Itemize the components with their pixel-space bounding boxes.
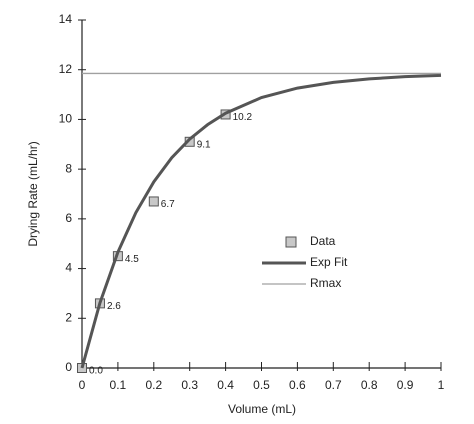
y-tick-label: 4 — [65, 261, 72, 275]
y-tick-label: 8 — [65, 161, 72, 175]
y-tick-label: 2 — [65, 310, 72, 324]
legend-label: Exp Fit — [310, 255, 348, 269]
data-label: 6.7 — [161, 199, 175, 210]
x-axis-label: Volume (mL) — [228, 402, 296, 416]
data-label: 0.0 — [89, 366, 103, 377]
x-tick-label: 0.4 — [217, 378, 234, 392]
x-tick-label: 0.9 — [397, 378, 414, 392]
data-label: 9.1 — [197, 139, 211, 150]
y-tick-label: 14 — [59, 12, 73, 26]
x-tick-label: 0.8 — [361, 378, 378, 392]
legend-label: Rmax — [310, 276, 341, 290]
x-tick-label: 0 — [79, 378, 86, 392]
y-tick-label: 10 — [59, 112, 73, 126]
y-tick-label: 12 — [59, 62, 73, 76]
data-point — [148, 196, 159, 207]
x-tick-label: 0.2 — [145, 378, 162, 392]
data-label: 4.5 — [125, 254, 139, 265]
y-axis-label: Drying Rate (mL/hr) — [26, 141, 40, 246]
legend-label: Data — [310, 234, 336, 248]
x-tick-label: 0.3 — [181, 378, 198, 392]
series-line — [80, 73, 442, 369]
y-tick-label: 6 — [65, 211, 72, 225]
x-tick-label: 0.1 — [110, 378, 127, 392]
x-tick-label: 0.7 — [325, 378, 342, 392]
legend-swatch — [285, 236, 297, 248]
data-label: 2.6 — [107, 301, 121, 312]
x-tick-label: 0.5 — [253, 378, 270, 392]
x-tick-label: 1 — [438, 378, 445, 392]
x-tick-label: 0.6 — [289, 378, 306, 392]
y-tick-label: 0 — [65, 360, 72, 374]
data-label: 10.2 — [233, 112, 253, 123]
